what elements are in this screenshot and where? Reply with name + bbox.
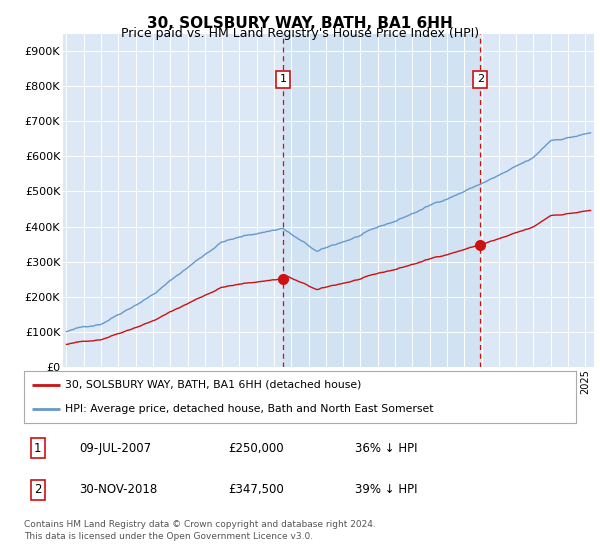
Text: HPI: Average price, detached house, Bath and North East Somerset: HPI: Average price, detached house, Bath… [65, 404, 434, 414]
Text: 1: 1 [280, 74, 287, 84]
Text: 30, SOLSBURY WAY, BATH, BA1 6HH: 30, SOLSBURY WAY, BATH, BA1 6HH [147, 16, 453, 31]
Text: 2: 2 [34, 483, 41, 496]
Bar [283, 34, 480, 367]
Text: 09-JUL-2007: 09-JUL-2007 [79, 442, 151, 455]
Text: £250,000: £250,000 [228, 442, 284, 455]
Text: 36% ↓ HPI: 36% ↓ HPI [355, 442, 418, 455]
Text: 30, SOLSBURY WAY, BATH, BA1 6HH (detached house): 30, SOLSBURY WAY, BATH, BA1 6HH (detache… [65, 380, 362, 390]
Text: 1: 1 [34, 442, 41, 455]
Text: £347,500: £347,500 [228, 483, 284, 496]
Text: 30-NOV-2018: 30-NOV-2018 [79, 483, 157, 496]
Text: 39% ↓ HPI: 39% ↓ HPI [355, 483, 418, 496]
Text: Contains HM Land Registry data © Crown copyright and database right 2024.
This d: Contains HM Land Registry data © Crown c… [24, 520, 376, 541]
Text: 2: 2 [476, 74, 484, 84]
Text: Price paid vs. HM Land Registry's House Price Index (HPI): Price paid vs. HM Land Registry's House … [121, 27, 479, 40]
